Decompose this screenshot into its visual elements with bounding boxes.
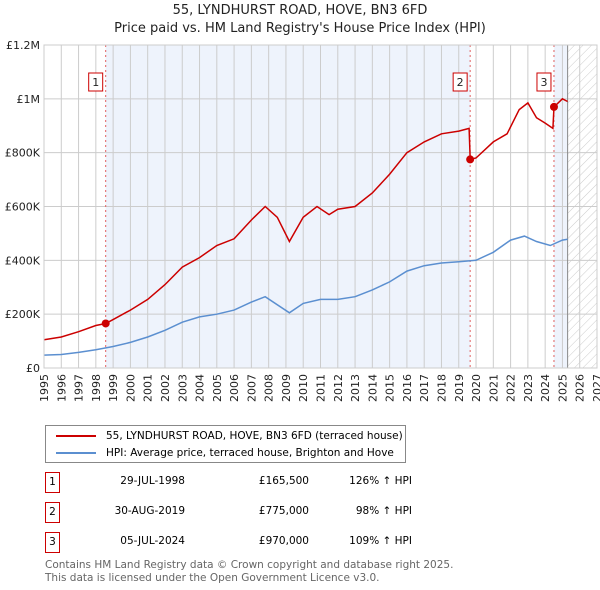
x-tick-label: 2019	[453, 374, 466, 402]
x-tick-label: 2005	[211, 374, 224, 402]
footer-line1: Contains HM Land Registry data © Crown c…	[45, 559, 454, 571]
sale-date: 29-JUL-1998	[120, 475, 185, 487]
x-tick-label: 2023	[522, 374, 535, 402]
x-tick-label: 1996	[55, 374, 68, 402]
sale-point	[101, 319, 110, 328]
chart-title: 55, LYNDHURST ROAD, HOVE, BN3 6FD	[172, 3, 428, 18]
chart-subtitle: Price paid vs. HM Land Registry's House …	[114, 21, 486, 36]
x-tick-label: 2016	[401, 374, 414, 402]
x-tick-label: 2022	[505, 374, 518, 402]
sale-marker-label: 2	[45, 502, 60, 523]
x-tick-label: 2009	[280, 374, 293, 402]
x-tick-label: 2025	[556, 374, 569, 402]
sale-hpi-diff: 98% ↑ HPI	[355, 505, 412, 517]
sale-marker-box	[536, 72, 552, 92]
y-tick-label: £200K	[5, 308, 41, 321]
x-tick-label: 2004	[194, 374, 207, 402]
x-tick-label: 1998	[90, 374, 103, 402]
y-tick-label: £400K	[5, 254, 41, 267]
y-tick-label: £800K	[5, 147, 41, 160]
sale-marker-label: 3	[540, 76, 547, 89]
sale-hpi-diff: 109% ↑ HPI	[349, 535, 412, 547]
x-tick-label: 1995	[38, 374, 51, 402]
legend-label: 55, LYNDHURST ROAD, HOVE, BN3 6FD (terra…	[106, 430, 403, 442]
sale-marker-box	[452, 72, 468, 92]
sale-marker-label: 3	[45, 532, 60, 553]
x-tick-label: 2024	[539, 374, 552, 402]
x-tick-label: 2012	[332, 374, 345, 402]
x-tick-label: 2017	[418, 374, 431, 402]
x-tick-label: 1999	[107, 374, 120, 402]
x-tick-label: 2020	[470, 374, 483, 402]
x-tick-label: 2013	[349, 374, 362, 402]
series-line	[43, 235, 568, 356]
footer-line2: This data is licensed under the Open Gov…	[45, 572, 380, 584]
x-tick-label: 2021	[487, 374, 500, 402]
sale-row: 3 05-JUL-2024 £970,000 109% ↑ HPI	[45, 532, 445, 554]
sale-date: 30-AUG-2019	[114, 505, 185, 517]
x-tick-label: 2003	[176, 374, 189, 402]
sale-hpi-diff: 126% ↑ HPI	[349, 475, 412, 487]
sale-price: £775,000	[258, 505, 309, 517]
sale-point	[466, 155, 475, 164]
y-tick-label: £1.2M	[6, 39, 40, 52]
x-tick-label: 2011	[315, 374, 328, 402]
x-tick-label: 2006	[228, 374, 241, 402]
legend-label: HPI: Average price, terraced house, Brig…	[106, 447, 394, 459]
sale-row: 1 29-JUL-1998 £165,500 126% ↑ HPI	[45, 472, 445, 494]
legend-item-hpi: HPI: Average price, terraced house, Brig…	[56, 445, 394, 461]
x-tick-label: 2027	[591, 374, 600, 402]
x-tick-label: 2015	[384, 374, 397, 402]
sale-price: £165,500	[258, 475, 309, 487]
sale-date: 05-JUL-2024	[120, 535, 185, 547]
x-tick-label: 2007	[245, 374, 258, 402]
legend: 55, LYNDHURST ROAD, HOVE, BN3 6FD (terra…	[45, 425, 406, 463]
sale-marker-box	[88, 72, 104, 92]
x-tick-label: 2001	[142, 374, 155, 402]
sale-price: £970,000	[258, 535, 309, 547]
x-tick-label: 2018	[436, 374, 449, 402]
legend-item-property: 55, LYNDHURST ROAD, HOVE, BN3 6FD (terra…	[56, 428, 403, 444]
sale-marker-label: 1	[45, 472, 60, 493]
sale-marker-label: 1	[92, 76, 99, 89]
sale-point	[549, 102, 558, 111]
sale-marker-label: 2	[457, 76, 464, 89]
x-tick-label: 2010	[297, 374, 310, 402]
series-line	[43, 97, 568, 341]
x-tick-label: 2000	[124, 374, 137, 402]
plot-area: 1995 1996 1997 1998 1999 2000 2001 2002 2003 2004…	[5, 39, 600, 402]
plot-border	[43, 44, 598, 369]
x-tick-label: 2014	[366, 374, 379, 402]
x-tick-label: 2002	[159, 374, 172, 402]
y-tick-label: £1M	[17, 93, 41, 106]
y-tick-label: £600K	[5, 201, 41, 214]
y-tick-label: £0	[26, 362, 40, 375]
x-tick-label: 2008	[263, 374, 276, 402]
sale-row: 2 30-AUG-2019 £775,000 98% ↑ HPI	[45, 502, 445, 524]
x-tick-label: 1997	[73, 374, 86, 402]
x-tick-label: 2026	[574, 374, 587, 402]
